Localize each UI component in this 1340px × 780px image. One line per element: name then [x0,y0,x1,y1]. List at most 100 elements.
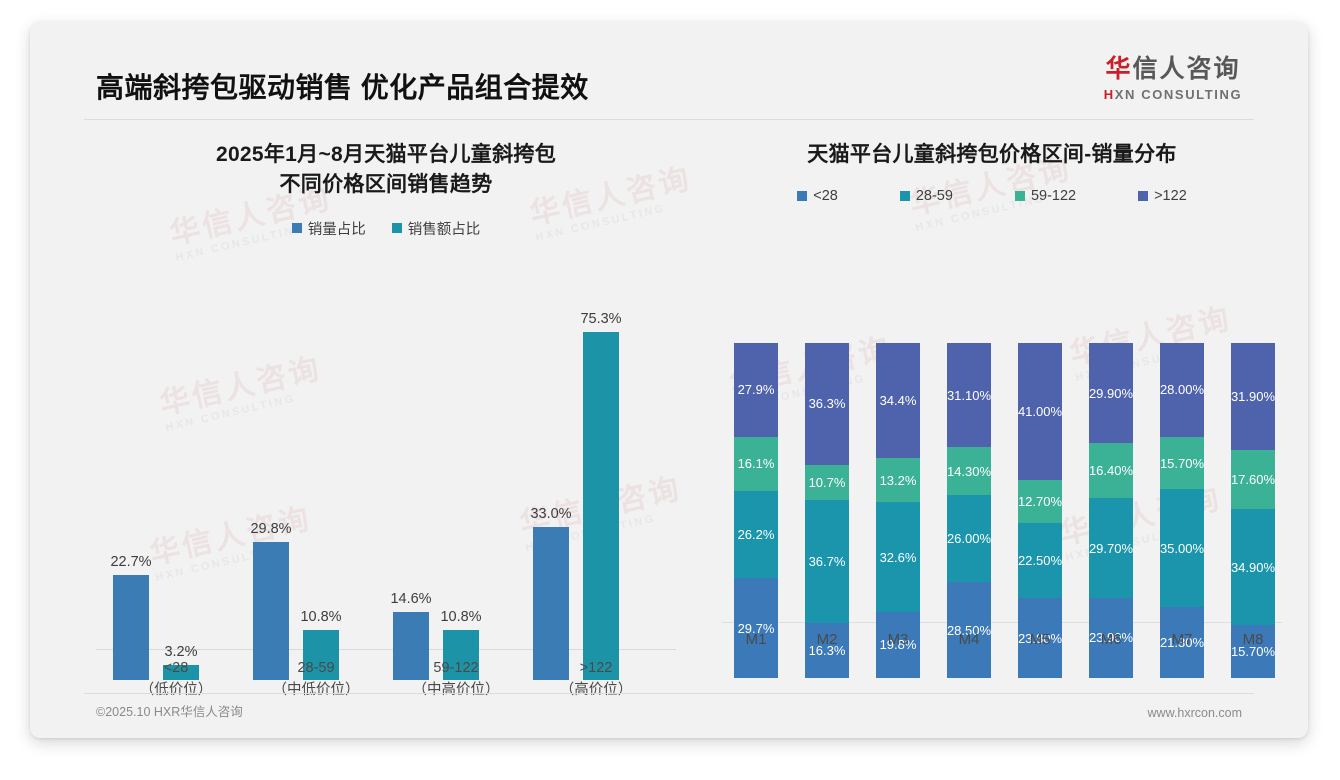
segment-value-label: 21.30% [1159,634,1205,650]
bar-column[interactable]: 10.8% [300,280,342,680]
stack-segment[interactable]: 31.90% [1231,343,1275,450]
segment-value-label: 29.7% [737,620,775,636]
bar-column[interactable]: 3.2% [163,280,199,680]
slide-header: 高端斜挎包驱动销售 优化产品组合提效 华信人咨询 HXN CONSULTING [30,22,1308,120]
logo-en-rest: XN CONSULTING [1114,86,1243,102]
stack-segment[interactable]: 19.8% [876,611,920,678]
stack-segment[interactable]: 23.90% [1089,597,1133,678]
segment-value-label: 36.7% [808,554,846,570]
footer-website[interactable]: www.hxrcon.com [1147,706,1242,720]
stack-segment[interactable]: 34.90% [1230,508,1276,626]
stack-segment[interactable]: 28.50% [947,582,991,678]
bar-rect[interactable] [583,331,619,680]
segment-value-label: 23.80% [1017,630,1063,646]
legend-swatch-icon [899,190,910,201]
legend-item-lt28[interactable]: <28 [797,188,838,204]
stack-segment[interactable]: 31.10% [947,343,991,448]
left-chart-legend: 销量占比 销售额占比 [76,218,696,239]
bar-column[interactable]: 14.6% [390,280,432,680]
stack-segment[interactable]: 35.00% [1160,489,1204,607]
bar-group: 14.6% 10.8% [386,280,486,680]
legend-label: <28 [813,187,838,204]
stack-segment[interactable]: 21.30% [1159,606,1205,678]
stack-segment[interactable]: 15.70% [1160,436,1204,490]
stacked-bar-column[interactable]: 27.9% 16.1% 26.2% 29.7% [734,278,778,678]
bar-rect[interactable] [393,612,429,680]
legend-item-28-59[interactable]: 28-59 [899,187,953,204]
stack-segment[interactable]: 41.00% [1017,343,1063,481]
stacked-plot-area [722,278,1282,623]
stacked-bar-column[interactable]: 28.00% 15.70% 35.00% 21.30% [1160,278,1204,678]
stack-segment[interactable]: 29.90% [1089,343,1133,444]
stacked-bar-column[interactable]: 36.3% 10.7% 36.7% 16.3% [805,278,849,678]
stack-segment[interactable]: 26.00% [947,495,991,583]
stack-segment[interactable]: 16.40% [1089,443,1133,499]
logo-en-red: H [1103,86,1115,102]
bar-column[interactable]: 10.8% [440,280,482,680]
stack-segment[interactable]: 29.7% [734,578,778,678]
stack-segment[interactable]: 12.70% [1018,480,1062,523]
bar-rect[interactable] [303,630,339,680]
legend-item-gt122[interactable]: >122 [1138,188,1187,204]
stack-segment[interactable]: 10.7% [805,464,849,501]
bar-column[interactable]: 75.3% [580,280,622,680]
segment-value-label: 36.3% [808,396,846,412]
footer-divider [84,693,1254,694]
logo-cn-rest: 信人咨询 [1132,55,1241,83]
bar-column[interactable]: 22.7% [110,280,152,680]
bar-rect[interactable] [533,527,569,680]
stack-segment[interactable]: 27.9% [734,343,778,437]
legend-item-amount[interactable]: 销售额占比 [391,218,480,239]
bar-rect[interactable] [253,542,289,680]
legend-label: 销量占比 [307,221,366,238]
stacked-bar-column[interactable]: 34.4% 13.2% 32.6% 19.8% [876,278,920,678]
x-tick-label: >122 [579,660,613,676]
stack-segment[interactable]: 13.2% [876,458,920,503]
segment-value-label: 29.70% [1088,540,1134,556]
bar-column[interactable]: 33.0% [530,280,572,680]
segment-value-label: 13.2% [879,472,917,488]
bar-rect[interactable] [113,575,149,680]
stack-segment[interactable]: 29.70% [1089,498,1133,598]
stack-segment[interactable]: 32.6% [876,502,920,612]
bar-column[interactable]: 29.8% [250,280,292,680]
x-axis-tick: 28-59 （中低价位） [246,658,386,702]
segment-value-label: 34.90% [1230,559,1276,575]
stack-segment[interactable]: 36.3% [805,343,849,465]
stacked-bar-column[interactable]: 31.10% 14.30% 26.00% 28.50% [947,278,991,678]
logo-english-text: HXN CONSULTING [1078,87,1268,102]
legend-item-59-122[interactable]: 59-122 [1014,188,1076,204]
stack-segment[interactable]: 23.80% [1018,598,1062,678]
segment-value-label: 41.00% [1017,404,1063,420]
legend-label: 28-59 [915,187,953,204]
segment-value-label: 16.1% [737,456,775,472]
x-tick-sublabel: （低价位） [139,681,213,698]
stacked-bar-column[interactable]: 29.90% 16.40% 29.70% 23.90% [1089,278,1133,678]
segment-value-label: 34.4% [879,393,917,409]
bar-value-label: 75.3% [580,310,622,327]
legend-item-volume[interactable]: 销量占比 [291,218,366,239]
stacked-bar-column[interactable]: 31.90% 17.60% 34.90% 15.70% [1231,278,1275,678]
x-axis-tick: M3 [887,631,909,648]
stack-segment[interactable]: 34.4% [876,343,920,459]
stack-segment[interactable]: 36.7% [805,500,849,624]
stack-segment[interactable]: 16.1% [734,436,778,491]
legend-swatch-icon [1138,190,1149,201]
bar-group: 22.7% 3.2% [106,280,206,680]
left-chart-title-line1: 2025年1月~8月天猫平台儿童斜挎包 [215,143,557,166]
bar-rect[interactable] [163,665,199,680]
stack-segment[interactable]: 17.60% [1231,449,1275,509]
stack-segment[interactable]: 26.2% [734,490,778,579]
chart-panel-sales-trend: 2025年1月~8月天猫平台儿童斜挎包 不同价格区间销售趋势 销量占比 销售额占… [76,140,696,700]
stack-segment[interactable]: 14.30% [947,447,991,496]
stack-segment[interactable]: 22.50% [1018,522,1062,599]
bar-rect[interactable] [443,630,479,680]
stack-segment[interactable]: 15.70% [1231,625,1275,678]
page-title: 高端斜挎包驱动销售 优化产品组合提效 [96,72,589,103]
stacked-bar-column[interactable]: 41.00% 12.70% 22.50% 23.80% [1018,278,1062,678]
x-axis-tick: M7 [1171,631,1193,648]
segment-value-label: 26.2% [737,526,775,542]
logo-chinese-text: 华信人咨询 [1078,55,1268,84]
stack-segment[interactable]: 16.3% [805,623,849,678]
stack-segment[interactable]: 28.00% [1160,343,1204,437]
